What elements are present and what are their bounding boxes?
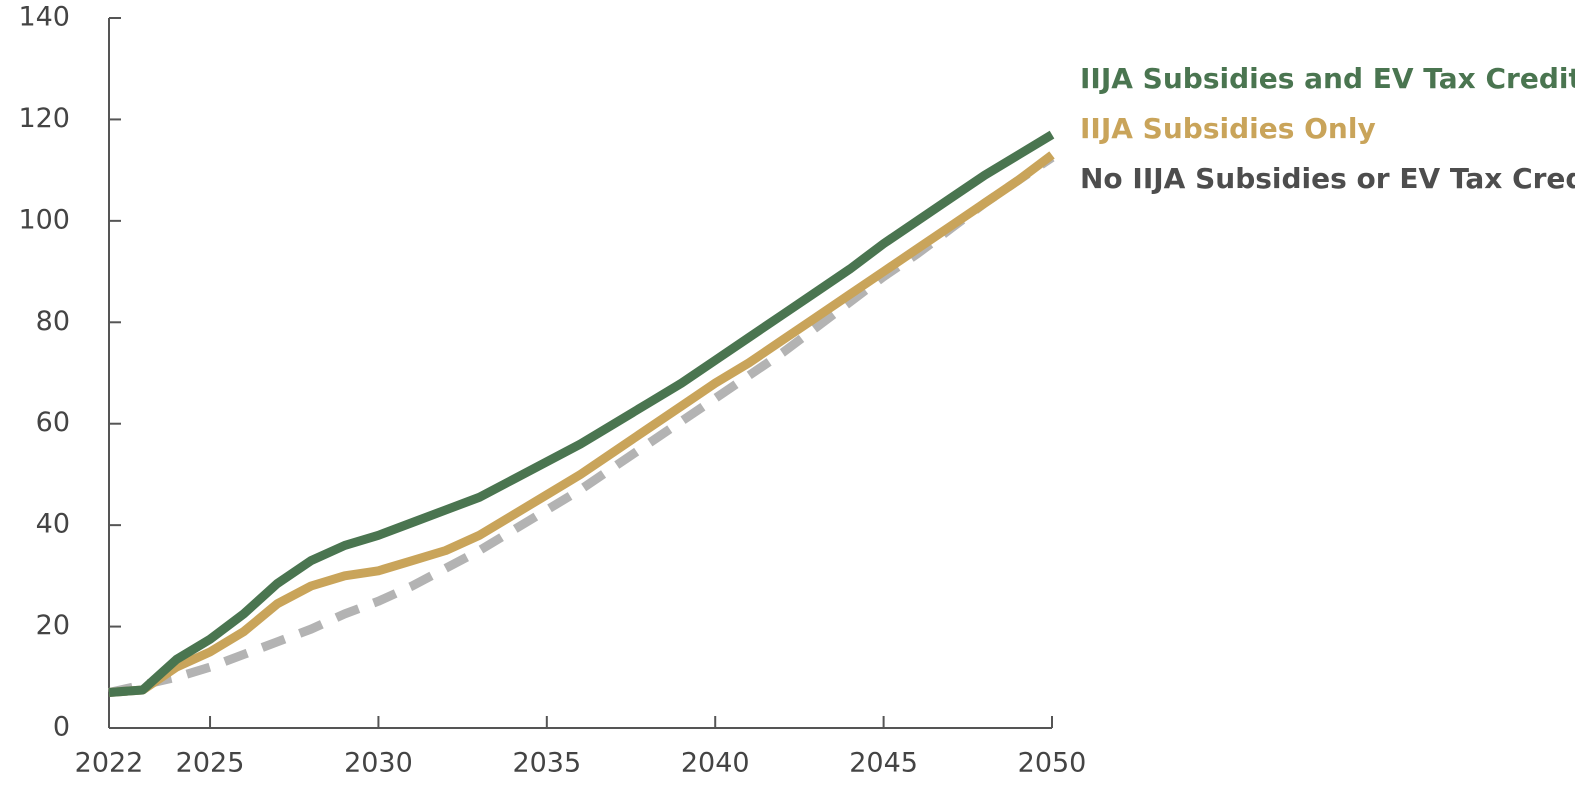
x-tick-label: 2050	[1018, 748, 1087, 779]
x-tick-label: 2022	[75, 748, 144, 779]
y-tick-label: 20	[36, 610, 70, 641]
y-tick-label: 0	[53, 712, 70, 743]
legend-label: No IIJA Subsidies or EV Tax Credits	[1080, 162, 1575, 195]
legend-label: IIJA Subsidies Only	[1080, 112, 1376, 145]
x-tick-label: 2035	[512, 748, 581, 779]
y-tick-label: 140	[18, 2, 70, 33]
y-tick-label: 80	[36, 306, 70, 337]
legend-label: IIJA Subsidies and EV Tax Credits	[1080, 62, 1575, 95]
y-tick-label: 100	[18, 204, 70, 235]
series-line	[108, 130, 1055, 697]
y-tick-label: 40	[36, 509, 70, 540]
x-tick-label: 2045	[849, 748, 918, 779]
y-tick-label: 60	[36, 407, 70, 438]
series-line	[108, 151, 1055, 697]
x-tick-label: 2030	[344, 748, 413, 779]
y-tick-label: 120	[18, 103, 70, 134]
x-tick-label: 2025	[176, 748, 245, 779]
x-tick-label: 2040	[681, 748, 750, 779]
